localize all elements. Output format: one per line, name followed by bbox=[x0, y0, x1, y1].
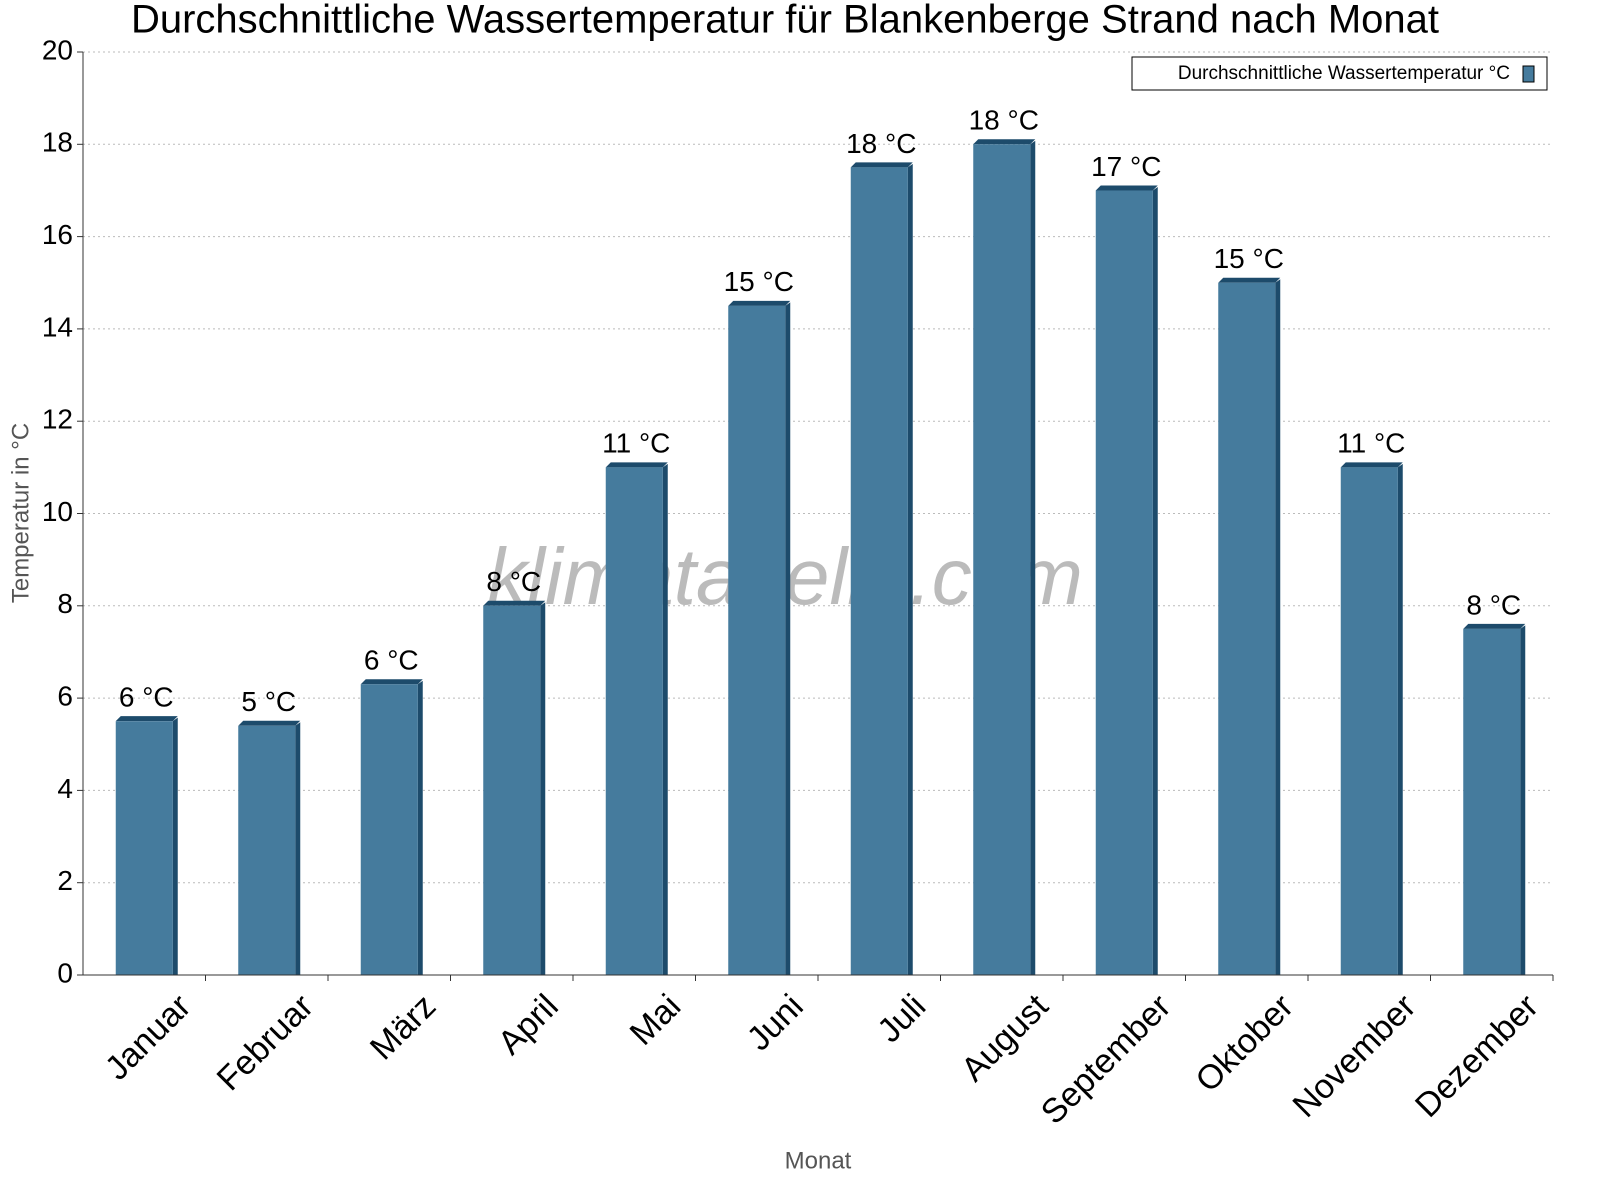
bar bbox=[115, 721, 173, 975]
y-tick-label: 0 bbox=[57, 957, 73, 988]
data-label: 6 °C bbox=[364, 645, 419, 676]
y-tick-label: 12 bbox=[42, 404, 73, 435]
y-tick-label: 20 bbox=[42, 34, 73, 65]
y-tick-label: 10 bbox=[42, 496, 73, 527]
data-label: 18 °C bbox=[846, 128, 916, 159]
y-tick-label: 2 bbox=[57, 865, 73, 896]
bar bbox=[850, 167, 908, 975]
chart-title: Durchschnittliche Wassertemperatur für B… bbox=[131, 0, 1439, 42]
bar bbox=[483, 605, 541, 975]
bar-side bbox=[1152, 186, 1158, 975]
bar bbox=[605, 467, 663, 975]
y-tick-label: 8 bbox=[57, 588, 73, 619]
bar-top bbox=[360, 679, 423, 685]
bar-side bbox=[540, 602, 546, 975]
bar-side bbox=[295, 722, 301, 975]
y-tick-label: 6 bbox=[57, 680, 73, 711]
x-axis-label: Monat bbox=[785, 1147, 852, 1174]
bar-side bbox=[1520, 625, 1526, 975]
legend-swatch bbox=[1522, 65, 1535, 83]
bar-top bbox=[728, 300, 791, 306]
data-label: 11 °C bbox=[602, 428, 670, 459]
bar-side bbox=[662, 463, 668, 975]
bar-top bbox=[973, 139, 1036, 145]
bar-side bbox=[1397, 463, 1403, 975]
bar bbox=[1463, 628, 1521, 975]
bar-side bbox=[172, 717, 178, 975]
bar-top bbox=[605, 462, 668, 468]
y-tick-label: 4 bbox=[57, 773, 73, 804]
bar-top bbox=[1340, 462, 1403, 468]
bar-top bbox=[1218, 277, 1281, 283]
data-label: 8 °C bbox=[1466, 589, 1521, 620]
bar bbox=[1340, 467, 1398, 975]
bar bbox=[973, 144, 1031, 976]
data-label: 17 °C bbox=[1091, 151, 1161, 182]
bar-top bbox=[115, 716, 178, 722]
bar bbox=[1095, 190, 1153, 975]
data-label: 15 °C bbox=[1214, 243, 1284, 274]
bar bbox=[238, 725, 296, 975]
data-label: 11 °C bbox=[1337, 428, 1405, 459]
bar-side bbox=[417, 680, 423, 975]
bar-side bbox=[785, 302, 791, 975]
data-label: 6 °C bbox=[119, 682, 174, 713]
legend-label: Durchschnittliche Wassertemperatur °C bbox=[1178, 63, 1510, 84]
data-label: 8 °C bbox=[486, 566, 541, 597]
data-label: 5 °C bbox=[241, 686, 296, 717]
bar bbox=[360, 684, 418, 975]
legend-box bbox=[1131, 56, 1548, 91]
bar-top bbox=[238, 720, 301, 726]
bar-top bbox=[1095, 185, 1158, 191]
bar-side bbox=[1275, 279, 1281, 975]
bar bbox=[1218, 282, 1276, 975]
bar bbox=[728, 305, 786, 975]
bar-top bbox=[483, 600, 546, 606]
data-label: 15 °C bbox=[724, 266, 794, 297]
y-tick-label: 14 bbox=[42, 311, 73, 342]
y-tick-label: 18 bbox=[42, 127, 73, 158]
data-label: 18 °C bbox=[969, 105, 1039, 136]
bar-top bbox=[1463, 623, 1526, 629]
bar-top bbox=[850, 162, 913, 168]
bar-side bbox=[907, 163, 913, 975]
bar-side bbox=[1030, 140, 1036, 976]
y-axis-label: Temperatur in °C bbox=[7, 423, 34, 603]
y-tick-label: 16 bbox=[42, 219, 73, 250]
